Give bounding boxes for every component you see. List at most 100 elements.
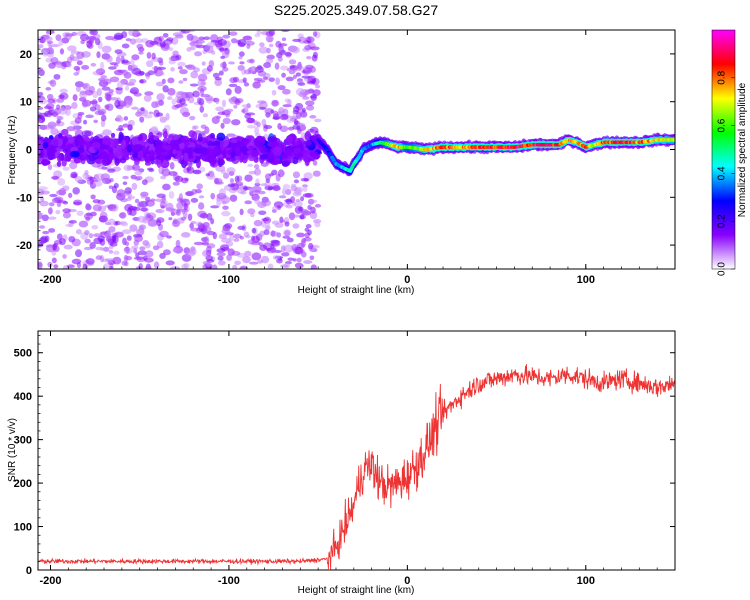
spectrogram-noise-blob (182, 77, 188, 82)
spectrogram-noise-blob (38, 44, 44, 49)
spectrogram-noise-blob (196, 183, 203, 190)
spectrogram-noise-blob (297, 36, 307, 44)
spectrogram-noise-blob (141, 179, 148, 186)
spectrogram-noise-blob (156, 93, 165, 101)
spectrogram-noise-blob (107, 168, 116, 173)
spectrogram-noise-blob (309, 114, 317, 119)
spectrogram-noise-blob (305, 64, 314, 70)
spectrogram-noise-blob (56, 115, 64, 121)
spectrogram-noise-blob (82, 119, 88, 125)
spectrogram-noise-blob (306, 80, 316, 85)
spectrogram-noise-blob (195, 39, 206, 44)
snr-data-point (442, 413, 444, 415)
spectrogram-noise-blob (84, 229, 90, 236)
spectrogram-noise-blob (228, 61, 235, 65)
spectrogram-band-blob (211, 141, 218, 147)
y-tick-label: 20 (20, 49, 32, 61)
spectrogram-noise-blob (217, 39, 227, 46)
spectrogram-band-blob (67, 136, 75, 144)
spectrogram-noise-blob (137, 250, 147, 256)
spectrogram-noise-blob (179, 69, 188, 75)
spectrogram-noise-blob (233, 238, 240, 242)
spectrogram-noise-blob (51, 257, 57, 264)
spectrogram-band-blob (216, 132, 226, 141)
spectrogram-noise-blob (100, 77, 109, 83)
spectrogram-noise-blob (176, 201, 184, 210)
spectrogram-noise-blob (220, 62, 227, 69)
spectrogram-band-blob (303, 154, 309, 162)
spectrogram-noise-blob (68, 235, 76, 243)
spectrogram-noise-blob (302, 185, 308, 192)
spectrogram-band-blob (102, 145, 111, 150)
spectrogram-noise-blob (168, 56, 179, 62)
spectrogram-band-blob (69, 150, 80, 158)
figure-title: S225.2025.349.07.58.G27 (274, 2, 438, 18)
spectrogram-x-axis-label: Height of straight line (km) (298, 285, 415, 296)
spectrogram-noise-blob (108, 250, 114, 254)
spectrogram-noise-blob (58, 94, 65, 99)
spectrogram-noise-blob (312, 160, 318, 166)
spectrogram-band-blob (281, 160, 290, 167)
spectrogram-band-blob (86, 154, 96, 165)
spectrogram-noise-blob (145, 213, 151, 219)
spectrogram-noise-blob (50, 57, 59, 64)
spectrogram-noise-blob (198, 36, 205, 41)
spectrogram-noise-blob (40, 196, 45, 203)
spectrogram-noise-blob (199, 105, 205, 113)
spectrogram-noise-blob (45, 244, 55, 248)
spectrogram-noise-blob (292, 110, 299, 115)
spectrogram-noise-blob (115, 56, 121, 65)
spectrogram-noise-blob (176, 208, 181, 216)
spectrogram-noise-blob (115, 116, 124, 123)
snr-data-point (139, 561, 141, 563)
spectrogram-noise-blob (216, 252, 226, 257)
spectrogram-noise-blob (158, 60, 164, 66)
snr-data-point (621, 378, 623, 380)
spectrogram-band-blob (154, 140, 164, 146)
spectrogram-noise-blob (58, 39, 64, 46)
y-tick-label: 400 (14, 391, 32, 403)
spectrogram-noise-blob (121, 69, 129, 76)
spectrogram-band-blob (179, 142, 185, 150)
spectrogram-band-blob (156, 150, 161, 156)
spectrogram-noise-blob (300, 177, 309, 182)
spectrogram-noise-blob (128, 30, 138, 37)
spectrogram-noise-blob (171, 171, 179, 177)
spectrogram-noise-blob (278, 107, 285, 114)
spectrogram-noise-blob (101, 86, 111, 91)
spectrogram-noise-blob (239, 236, 244, 240)
spectrogram-noise-blob (226, 133, 236, 138)
spectrogram-noise-blob (169, 162, 175, 170)
spectrogram-noise-blob (206, 243, 216, 249)
spectrogram-band-blob (120, 142, 126, 150)
spectrogram-noise-blob (48, 44, 53, 53)
spectrogram-noise-blob (48, 216, 57, 220)
spectrogram-noise-blob (52, 110, 58, 116)
spectrogram-noise-blob (244, 174, 253, 182)
spectrogram-noise-blob (286, 237, 294, 243)
spectrogram-noise-blob (182, 112, 191, 116)
spectrogram-noise-blob (51, 175, 60, 180)
spectrogram-noise-blob (47, 93, 54, 101)
spectrogram-noise-blob (121, 43, 130, 49)
spectrogram-noise-blob (238, 56, 243, 60)
spectrogram-noise-blob (292, 74, 298, 79)
spectrogram-noise-blob (297, 206, 304, 212)
spectrogram-noise-blob (75, 85, 81, 93)
spectrogram-noise-blob (314, 221, 321, 228)
y-tick-label: 200 (14, 478, 32, 490)
spectrogram-noise-blob (279, 219, 286, 223)
spectrogram-band-blob (108, 153, 115, 161)
spectrogram-noise-blob (309, 126, 319, 134)
spectrogram-noise-blob (288, 59, 297, 65)
spectrogram-noise-blob (100, 247, 106, 251)
y-tick-label: 0 (26, 565, 32, 577)
spectrogram-band-blob (239, 155, 244, 161)
spectrogram-noise-blob (304, 227, 310, 232)
spectrogram-noise-blob (271, 208, 277, 213)
spectrogram-noise-blob (261, 217, 270, 222)
spectrogram-noise-blob (304, 45, 312, 51)
spectrogram-noise-blob (151, 52, 156, 60)
spectrogram-noise-blob (192, 169, 202, 174)
spectrogram-band-blob (134, 159, 140, 165)
